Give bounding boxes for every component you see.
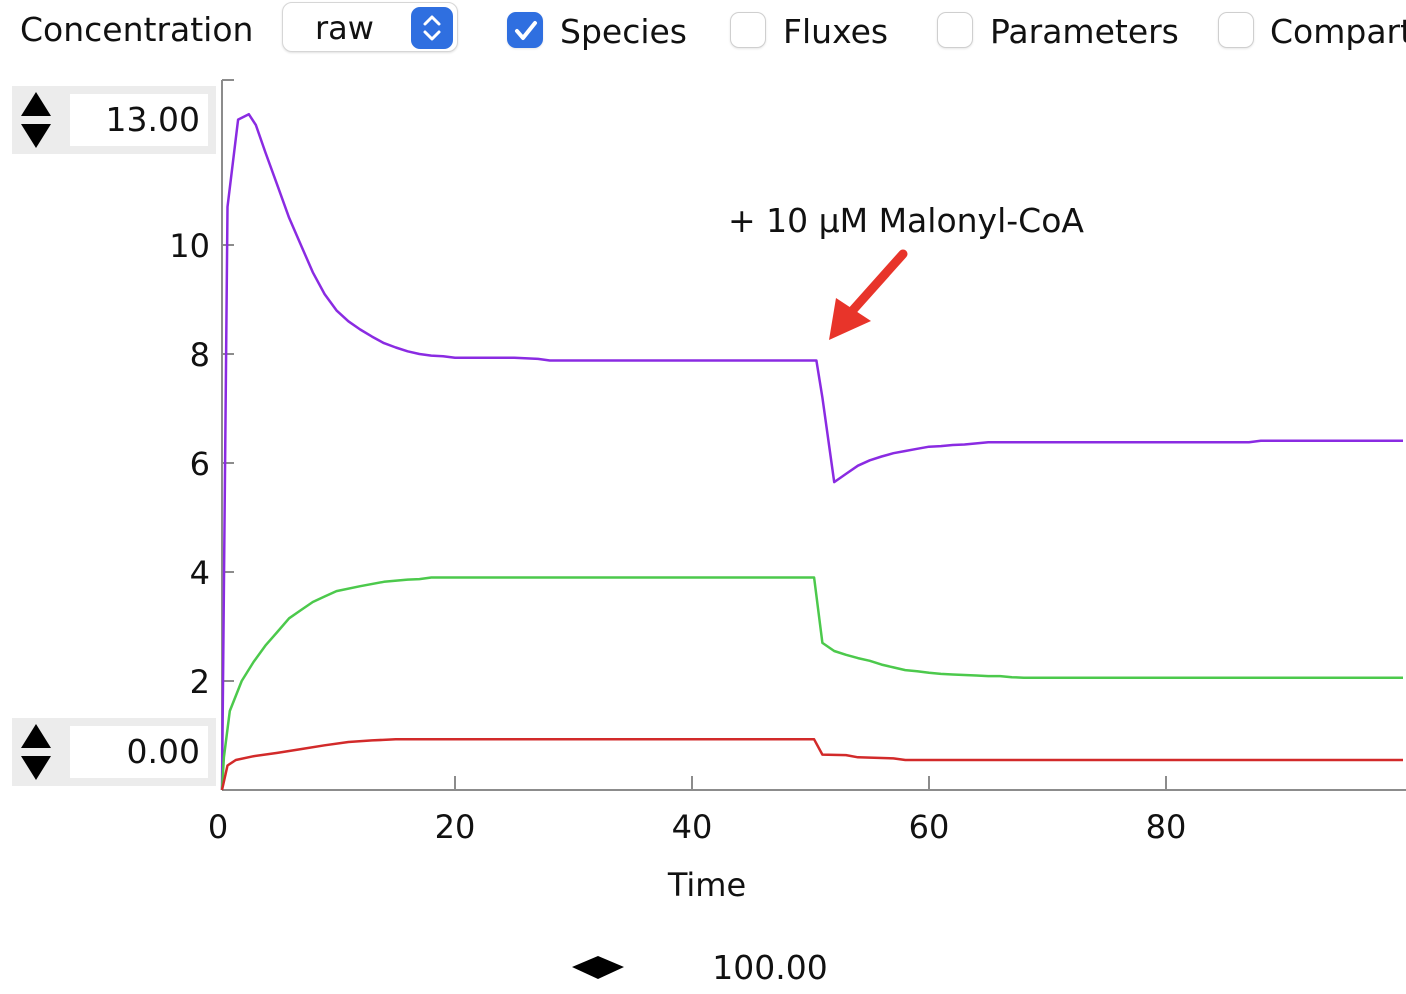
annotation-arrow-icon — [829, 249, 908, 340]
malonyl-coa-annotation: + 10 μM Malonyl-CoA — [728, 201, 1084, 240]
fluxes-checkbox[interactable] — [730, 12, 766, 48]
y-tick-label: 10 — [169, 227, 210, 265]
x-tick-label: 80 — [1146, 808, 1187, 846]
xmax-slider-handle[interactable] — [572, 956, 624, 979]
compartments-checkbox[interactable] — [1218, 12, 1254, 48]
checkmark-icon — [515, 21, 537, 40]
ymin-input[interactable]: 0.00 — [70, 726, 208, 778]
y-tick-label: 4 — [190, 554, 210, 592]
species-checkbox-label[interactable]: Species — [560, 12, 688, 51]
parameters-checkbox[interactable] — [937, 12, 973, 48]
xmax-input[interactable]: 100.00 — [712, 948, 828, 987]
fluxes-checkbox-label[interactable]: Fluxes — [783, 12, 889, 51]
x-tick-label: 0 — [208, 808, 228, 846]
concentration-label: Concentration — [20, 10, 254, 49]
x-tick-label: 40 — [672, 808, 713, 846]
series-line-2 — [220, 738, 1403, 791]
x-tick-label: 60 — [909, 808, 950, 846]
series-lines — [220, 112, 1403, 791]
ymax-spinner: 13.00 — [12, 86, 216, 154]
ymax-input[interactable]: 13.00 — [70, 94, 208, 146]
compartments-checkbox-label[interactable]: Compart — [1270, 12, 1406, 51]
toolbar: Concentration raw Species Fluxes Paramet… — [0, 0, 1406, 64]
y-tick-label: 6 — [190, 445, 210, 483]
updown-arrows-icon[interactable] — [18, 90, 54, 150]
y-axis-ticks: 2 4 6 8 10 — [169, 227, 234, 701]
x-tick-label: 20 — [435, 808, 476, 846]
updown-arrows-icon[interactable] — [18, 722, 54, 782]
ymin-spinner: 0.00 — [12, 718, 216, 786]
series-line-0 — [220, 112, 1403, 791]
x-axis-label: Time — [667, 866, 746, 904]
y-tick-label: 2 — [190, 663, 210, 701]
species-checkbox[interactable] — [507, 12, 543, 48]
series-line-1 — [220, 576, 1403, 791]
parameters-checkbox-label[interactable]: Parameters — [990, 12, 1179, 51]
x-axis-ticks: 0 20 40 60 80 — [208, 776, 1187, 846]
updown-chevron-icon — [411, 7, 453, 49]
scale-select[interactable]: raw — [282, 2, 458, 52]
y-tick-label: 8 — [190, 336, 210, 374]
scale-select-value: raw — [315, 9, 374, 47]
